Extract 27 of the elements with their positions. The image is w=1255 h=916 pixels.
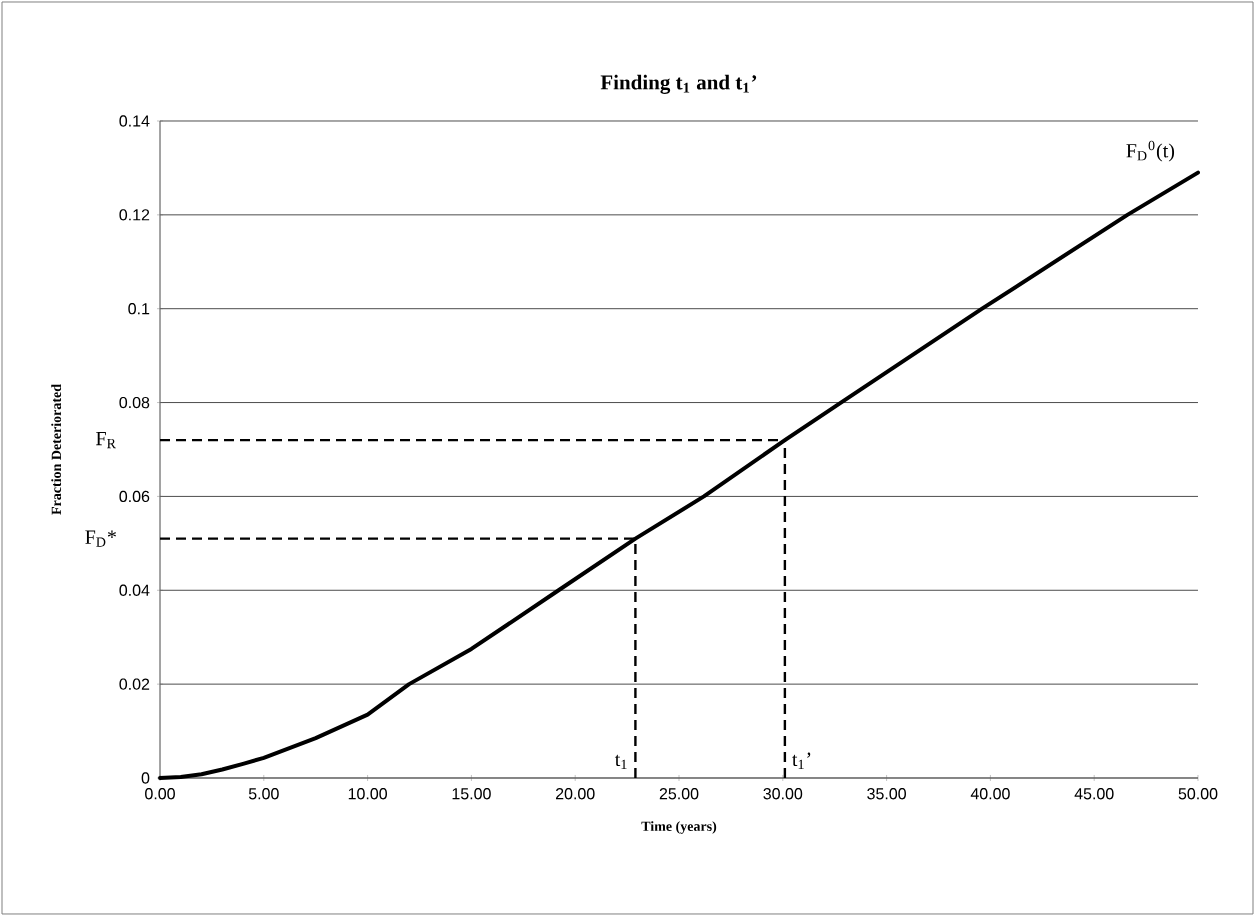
x-tick-label: 0.00 bbox=[145, 788, 175, 800]
series-label: F$_{D}$$^{0}$(t) bbox=[1126, 140, 1175, 162]
y-axis-title: Fraction Deteriorated bbox=[51, 384, 62, 515]
y-tick-label: 0.02 bbox=[119, 678, 150, 690]
x-tick-label: 10.00 bbox=[348, 788, 387, 800]
x-tick-label: 50.00 bbox=[1178, 788, 1218, 800]
ref-line-label: F$_{D}$* bbox=[85, 530, 116, 547]
x-tick-label: 30.00 bbox=[763, 788, 803, 800]
y-tick-label: 0.08 bbox=[119, 396, 150, 409]
x-tick-label: 15.00 bbox=[452, 788, 491, 800]
x-tick-label: 5.00 bbox=[248, 788, 279, 800]
y-tick-label: 0.06 bbox=[119, 490, 150, 503]
y-tick-label: 0.04 bbox=[119, 584, 150, 596]
x-tick-label: 45.00 bbox=[1074, 788, 1114, 800]
x-tick-label: 20.00 bbox=[556, 788, 595, 800]
ref-line-label: F$_{R}$ bbox=[96, 432, 116, 449]
y-tick-label: 0.12 bbox=[119, 209, 150, 221]
x-tick-label: 40.00 bbox=[970, 788, 1010, 800]
x-axis-title: Time (years) bbox=[641, 821, 717, 834]
ref-line-label: t$_{1}$’ bbox=[792, 752, 811, 769]
x-tick-label: 25.00 bbox=[659, 788, 699, 800]
y-tick-label: 0.1 bbox=[128, 303, 150, 315]
x-tick-label: 35.00 bbox=[867, 788, 906, 800]
y-tick-label: 0.14 bbox=[119, 115, 150, 127]
y-tick-label: 0 bbox=[141, 772, 150, 784]
ref-line-label: t$_{1}$ bbox=[614, 754, 627, 769]
chart-title: Finding t$_{1}$ and t$_{1}$’ bbox=[600, 74, 757, 94]
